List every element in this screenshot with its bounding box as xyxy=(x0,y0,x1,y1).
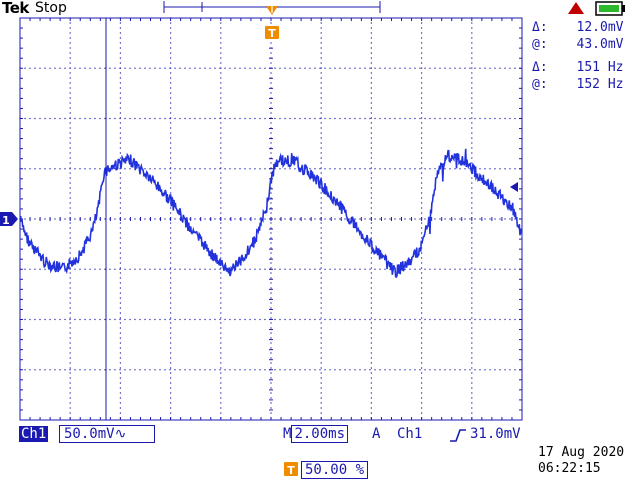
acquisition-status: Stop xyxy=(35,0,67,16)
trigger-level[interactable]: 31.0mV xyxy=(470,426,521,442)
coupling-icon: ∿ xyxy=(114,426,127,442)
trigger-position-badge-icon: T xyxy=(284,462,298,477)
channel-1-badge[interactable]: Ch1 xyxy=(19,426,49,442)
date-label: 17 Aug 2020 xyxy=(538,445,625,460)
trigger-source-prefix: A xyxy=(372,426,381,442)
time-label: 06:22:15 xyxy=(538,461,601,476)
ch1-waveform-trace xyxy=(19,148,523,278)
trigger-position-value[interactable]: 50.00 % xyxy=(301,461,368,479)
trigger-level-icon[interactable] xyxy=(510,182,518,192)
svg-text:1: 1 xyxy=(2,214,10,227)
freq-delta-row: Δ: 151 Hz xyxy=(532,60,623,75)
volts-per-div: 50.0mV xyxy=(64,426,115,442)
voltage-at-row: @: 43.0mV xyxy=(532,37,623,52)
volts-per-div-box[interactable]: 50.0mV∿ xyxy=(59,425,155,443)
voltage-at-value: 43.0mV xyxy=(576,37,624,52)
timebase-readout[interactable]: M 2.00ms xyxy=(283,425,349,443)
timebase-prefix: M xyxy=(283,426,292,442)
delta-symbol: Δ: xyxy=(532,20,548,35)
svg-text:T: T xyxy=(287,464,295,477)
at-symbol: @: xyxy=(532,37,548,52)
time-per-div: 2.00ms xyxy=(291,425,349,443)
graticule-grid xyxy=(19,17,522,420)
svg-text:T: T xyxy=(268,27,276,40)
rising-edge-icon xyxy=(450,429,466,442)
brand-label: Tek xyxy=(2,0,29,17)
freq-at-row: @: 152 Hz xyxy=(532,77,623,92)
voltage-delta-value: 12.0mV xyxy=(576,20,624,35)
triangle-alert-icon xyxy=(565,0,587,16)
channel-marker-icon[interactable]: 1 xyxy=(0,212,18,227)
trigger-channel[interactable]: Ch1 xyxy=(397,426,423,442)
freq-delta-value: 151 Hz xyxy=(576,60,624,75)
freq-at-value: 152 Hz xyxy=(576,77,624,92)
at-symbol: @: xyxy=(532,77,548,92)
trigger-arrow-icon[interactable] xyxy=(266,2,278,15)
battery-icon xyxy=(595,1,625,16)
voltage-delta-row: Δ: 12.0mV xyxy=(532,20,623,35)
trigger-position-icon: T xyxy=(265,26,279,40)
delta-symbol: Δ: xyxy=(532,60,548,75)
